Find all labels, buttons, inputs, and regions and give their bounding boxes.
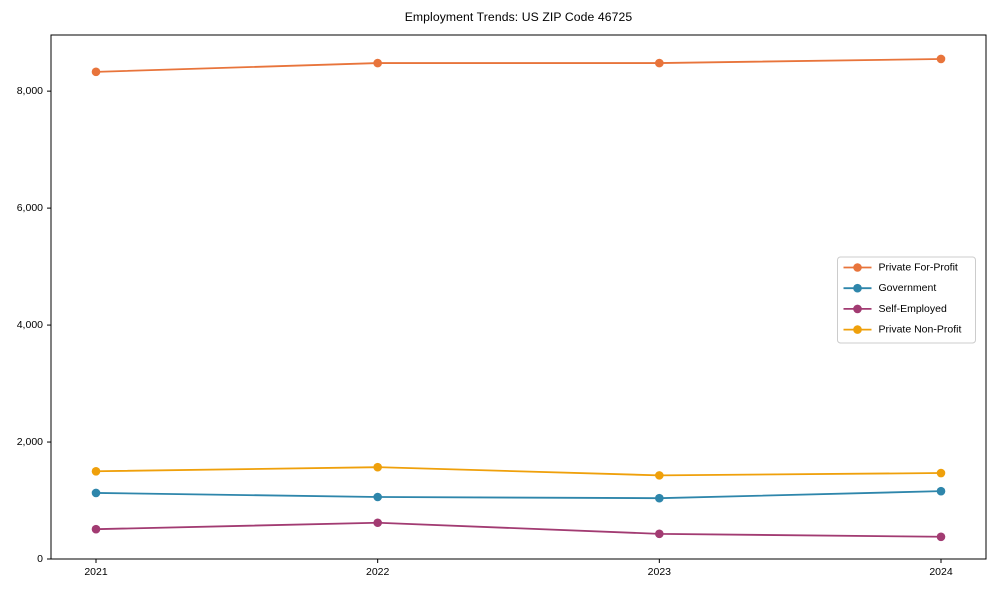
x-tick-label: 2024 (929, 566, 953, 578)
legend-marker-private-non-profit (853, 325, 862, 334)
legend-marker-self-employed (853, 304, 862, 314)
legend-label-government: Government (879, 282, 937, 294)
series-line-government (95, 490, 942, 500)
x-tick-label: 2021 (84, 566, 108, 578)
y-tick-label: 4,000 (17, 319, 43, 331)
legend-label-self-employed: Self-Employed (879, 303, 947, 315)
data-point-government-2022 (373, 492, 382, 502)
data-point-self-employed-2021 (91, 524, 101, 534)
data-point-government-2021 (91, 488, 101, 498)
data-point-government-2024 (936, 486, 946, 496)
data-point-private-for-profit-2022 (373, 58, 382, 68)
data-point-self-employed-2023 (655, 529, 664, 539)
x-tick-label: 2023 (648, 566, 672, 578)
legend-marker-private-for-profit (853, 263, 862, 272)
series-line-private-for-profit (95, 58, 942, 73)
y-tick-label: 8,000 (17, 85, 43, 97)
chart-title: Employment Trends: US ZIP Code 46725 (404, 10, 633, 24)
x-tick-label: 2022 (366, 566, 390, 578)
series-line-self-employed (95, 521, 942, 538)
y-tick-label: 6,000 (17, 202, 43, 214)
y-tick-label: 2,000 (17, 436, 43, 448)
y-tick-label: 0 (37, 553, 43, 565)
data-point-private-non-profit-2022 (373, 462, 382, 472)
data-point-private-for-profit-2021 (91, 67, 101, 77)
legend-label-private-for-profit: Private For-Profit (879, 262, 958, 274)
data-point-private-non-profit-2023 (655, 471, 664, 480)
legend-label-private-non-profit: Private Non-Profit (879, 324, 962, 336)
legend-box (837, 256, 976, 344)
plot-area-border (50, 34, 987, 560)
data-point-private-non-profit-2021 (91, 466, 101, 476)
legend-marker-government (853, 283, 862, 293)
data-point-private-for-profit-2023 (655, 58, 664, 68)
data-point-self-employed-2022 (373, 518, 382, 528)
data-point-private-non-profit-2024 (936, 468, 946, 478)
data-point-private-for-profit-2024 (936, 54, 946, 64)
series-line-private-non-profit (95, 466, 942, 477)
data-point-self-employed-2024 (936, 532, 946, 542)
data-point-government-2023 (655, 493, 664, 503)
